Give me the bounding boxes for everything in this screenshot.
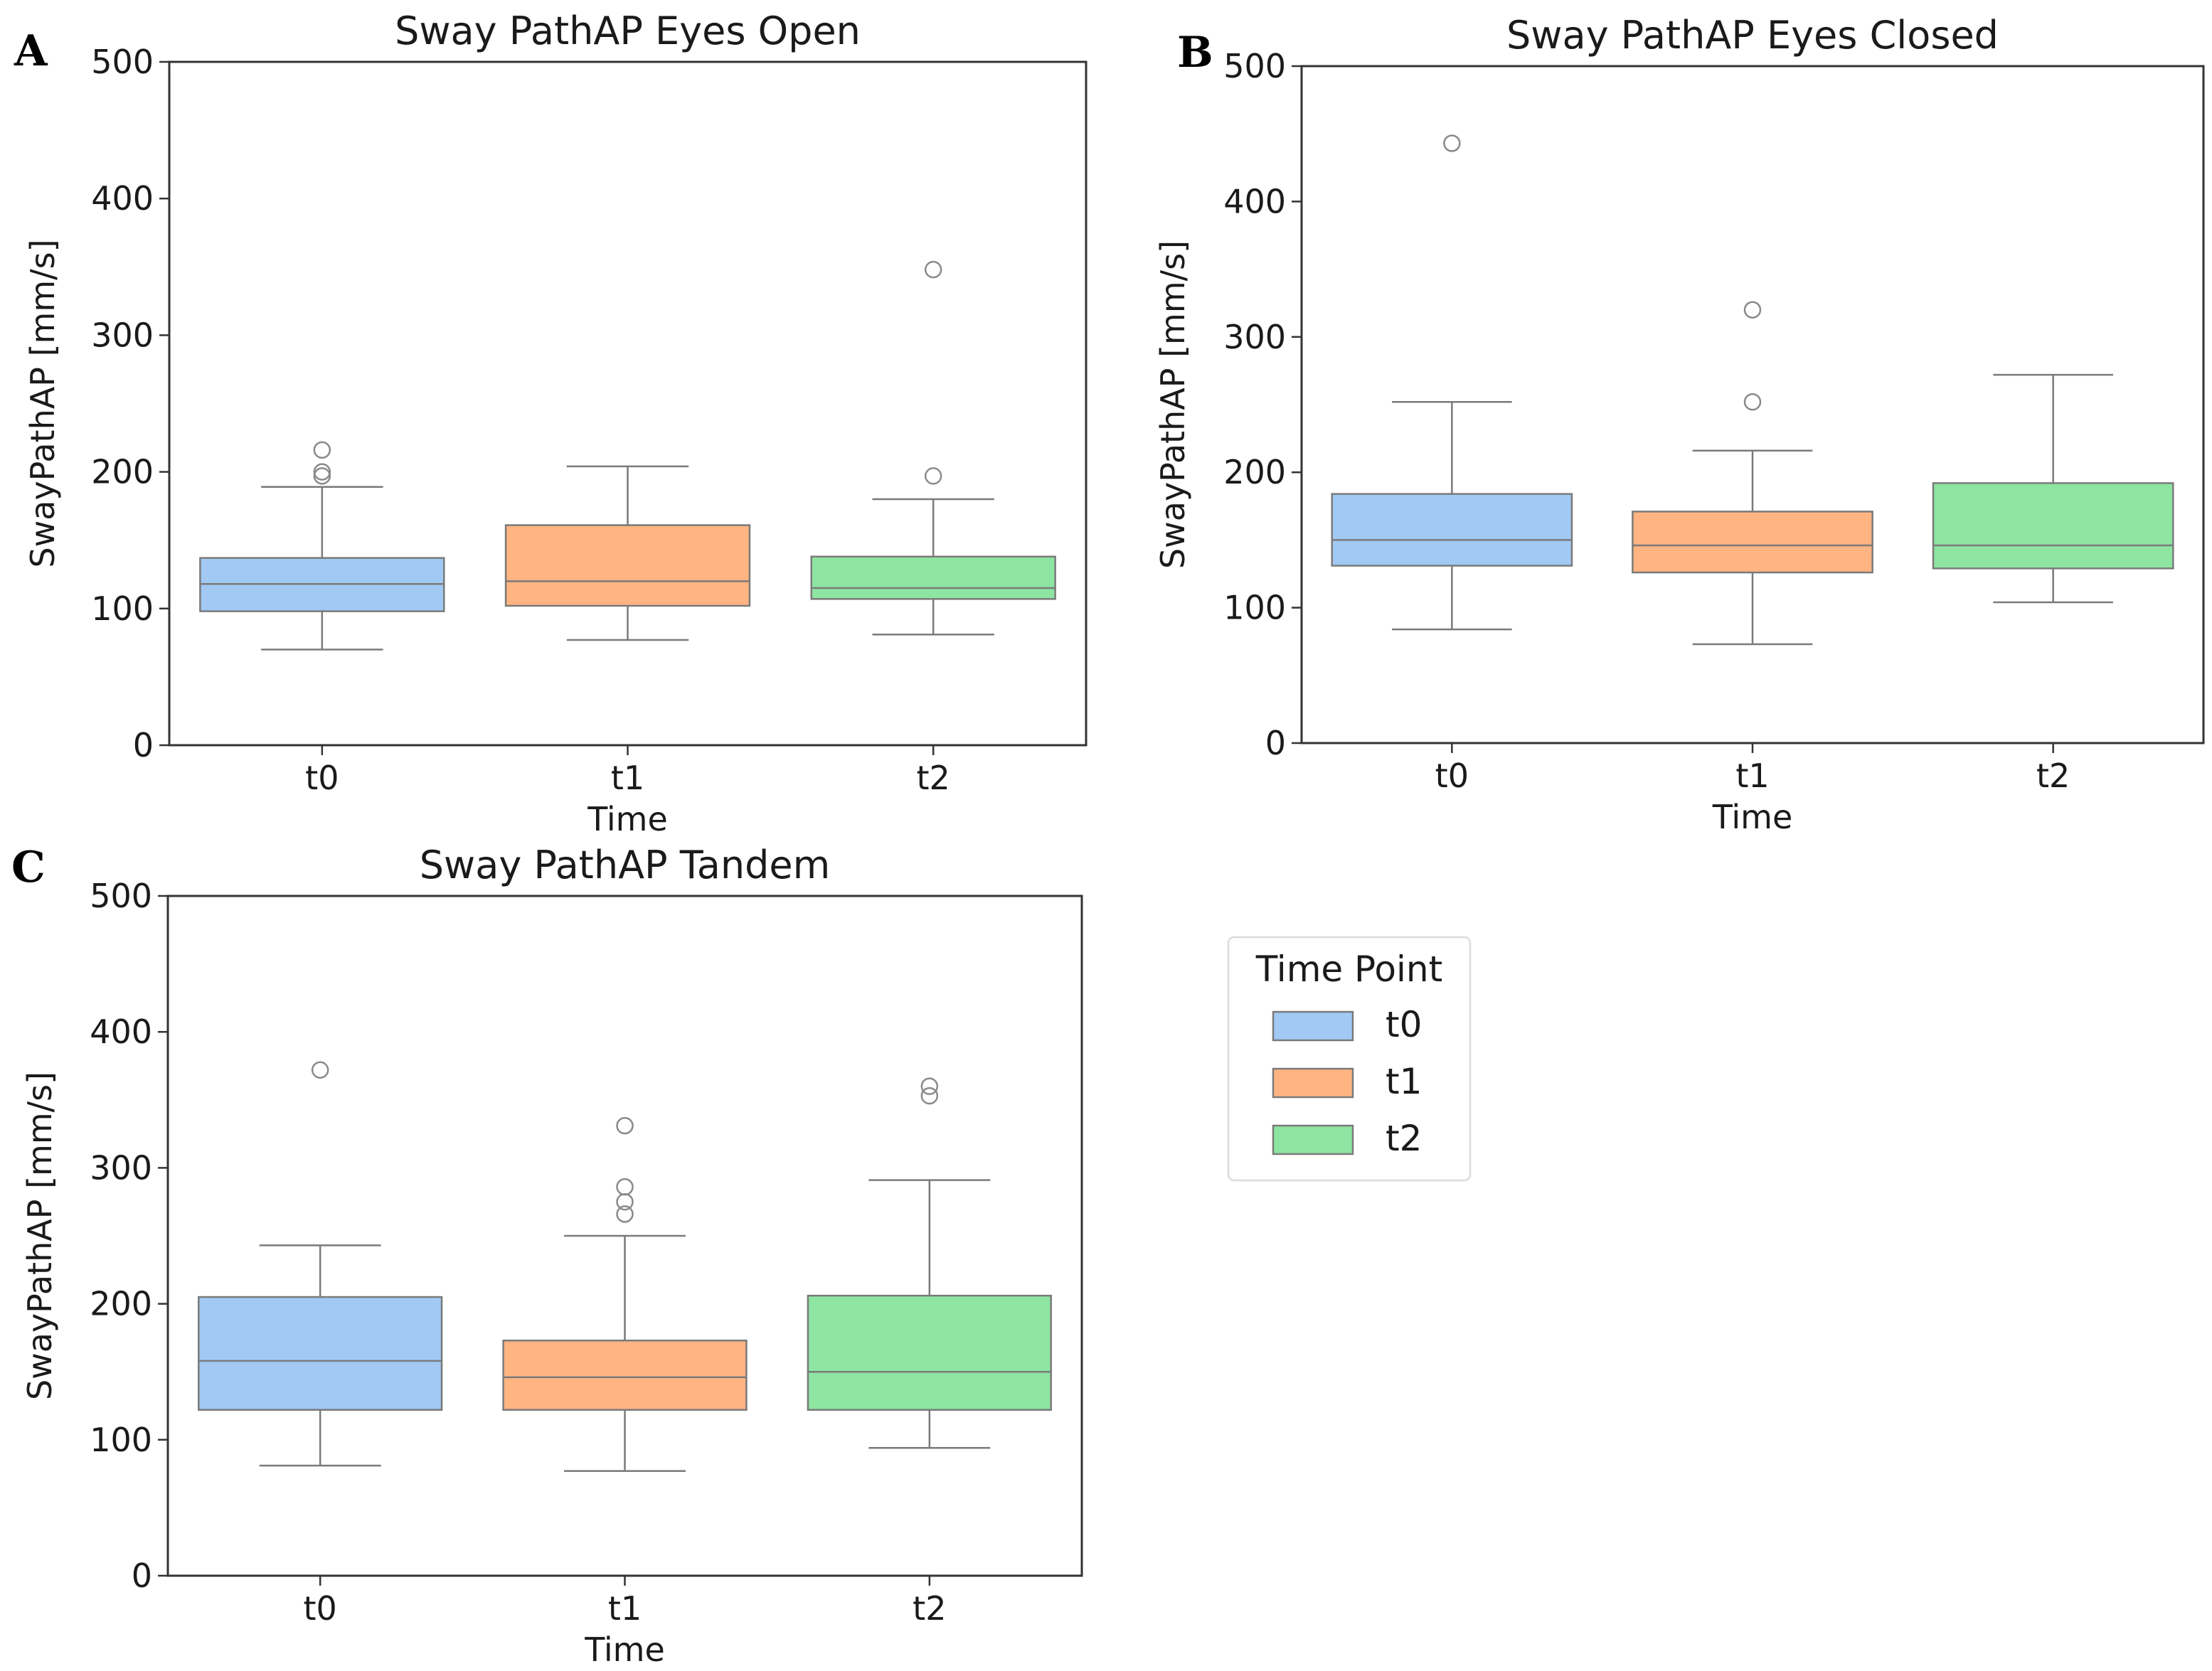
y-tick-label: 200 xyxy=(91,453,154,491)
y-tick-label: 100 xyxy=(91,589,154,628)
y-axis-label: SwayPathAP [mm/s] xyxy=(21,1072,59,1400)
plot-frame xyxy=(168,60,1088,747)
box-iqr xyxy=(1932,482,2174,570)
box-iqr xyxy=(1632,511,1873,574)
outlier-point xyxy=(920,1077,939,1095)
x-tick-label: t1 xyxy=(611,759,644,797)
y-tick-label: 300 xyxy=(91,316,154,354)
chart-panel-b: B Sway PathAP Eyes Closed 0 100 200 300 400 500… xyxy=(1154,13,2205,836)
y-tick-label: 300 xyxy=(90,1148,152,1187)
box-iqr xyxy=(502,1339,748,1411)
outlier-point xyxy=(1743,393,1762,411)
outlier-point xyxy=(616,1192,634,1211)
x-tick-label: t0 xyxy=(305,759,339,797)
box-t0 xyxy=(1331,134,1573,631)
x-axis-label: Time xyxy=(1712,798,1793,836)
legend: Time Point t0 t1 t2 xyxy=(1227,936,1472,1182)
chart-title: Sway PathAP Eyes Open xyxy=(395,9,861,53)
outlier-point xyxy=(313,467,331,485)
legend-label-t0: t0 xyxy=(1386,1004,1422,1045)
box-t1 xyxy=(502,1116,748,1473)
legend-title: Time Point xyxy=(1255,949,1442,990)
box-iqr xyxy=(504,524,751,607)
y-tick-label: 0 xyxy=(1265,724,1286,762)
y-tick-label: 100 xyxy=(90,1421,152,1459)
box-iqr xyxy=(807,1294,1052,1411)
legend-label-t2: t2 xyxy=(1386,1118,1422,1159)
outlier-point xyxy=(616,1116,634,1135)
y-tick-label: 400 xyxy=(1223,182,1286,220)
panel-letter: A xyxy=(14,26,48,76)
x-tick-label: t0 xyxy=(304,1589,337,1628)
outlier-point xyxy=(616,1178,634,1196)
x-axis-label: Time xyxy=(587,800,668,838)
box-t0 xyxy=(199,441,445,651)
y-tick-label: 500 xyxy=(91,43,154,81)
plot-frame xyxy=(1300,65,2205,744)
y-tick-label: 200 xyxy=(90,1285,152,1323)
outlier-point xyxy=(1743,301,1762,319)
x-tick-label: t2 xyxy=(2036,757,2070,795)
legend-frame xyxy=(1227,936,1472,1182)
x-axis-label: Time xyxy=(584,1630,665,1669)
outlier-point xyxy=(1443,134,1461,152)
legend-swatch-t0 xyxy=(1272,1010,1354,1042)
panel-letter: B xyxy=(1177,28,1213,78)
outlier-point xyxy=(311,1061,329,1079)
outlier-point xyxy=(616,1205,634,1223)
y-axis-label: SwayPathAP [mm/s] xyxy=(1154,240,1192,569)
legend-swatch-t2 xyxy=(1272,1124,1354,1155)
x-tick-label: t2 xyxy=(913,1589,946,1628)
box-t0 xyxy=(198,1061,443,1467)
y-tick-label: 100 xyxy=(1223,589,1286,627)
y-tick-label: 0 xyxy=(132,1557,152,1595)
y-tick-label: 400 xyxy=(91,179,154,218)
chart-panel-c: C Sway PathAP Tandem 0 100 200 300 400 500 SwayP… xyxy=(11,843,1083,1669)
outlier-point xyxy=(313,441,331,459)
outlier-point xyxy=(924,260,942,279)
box-iqr xyxy=(198,1296,443,1411)
y-axis-label: SwayPathAP [mm/s] xyxy=(23,239,62,567)
box-t2 xyxy=(1932,373,2174,604)
y-tick-label: 400 xyxy=(90,1013,152,1051)
y-tick-label: 300 xyxy=(1223,318,1286,356)
box-t1 xyxy=(1632,301,1873,646)
y-tick-label: 200 xyxy=(1223,453,1286,491)
outlier-point xyxy=(313,463,331,481)
x-tick-label: t1 xyxy=(608,1589,642,1628)
box-iqr xyxy=(1331,493,1573,567)
x-tick-label: t1 xyxy=(1735,757,1769,795)
y-tick-label: 0 xyxy=(133,726,154,764)
plot-frame xyxy=(166,895,1083,1577)
outlier-point xyxy=(924,467,942,485)
panel-letter: C xyxy=(11,843,46,892)
y-tick-label: 500 xyxy=(90,877,152,915)
box-t2 xyxy=(807,1077,1052,1449)
y-tick-label: 500 xyxy=(1223,47,1286,85)
x-tick-label: t0 xyxy=(1435,757,1469,795)
chart-panel-a: A Sway PathAP Eyes Open 0 100 200 300 400 500 Sw… xyxy=(14,9,1088,838)
legend-label-t1: t1 xyxy=(1386,1061,1422,1102)
box-iqr xyxy=(810,555,1056,600)
x-tick-label: t2 xyxy=(917,759,950,797)
chart-title: Sway PathAP Eyes Closed xyxy=(1506,13,1999,58)
legend-swatch-t1 xyxy=(1272,1067,1354,1099)
outlier-point xyxy=(920,1087,939,1105)
box-t2 xyxy=(810,260,1056,636)
chart-title: Sway PathAP Tandem xyxy=(420,843,830,887)
box-t1 xyxy=(504,465,751,641)
